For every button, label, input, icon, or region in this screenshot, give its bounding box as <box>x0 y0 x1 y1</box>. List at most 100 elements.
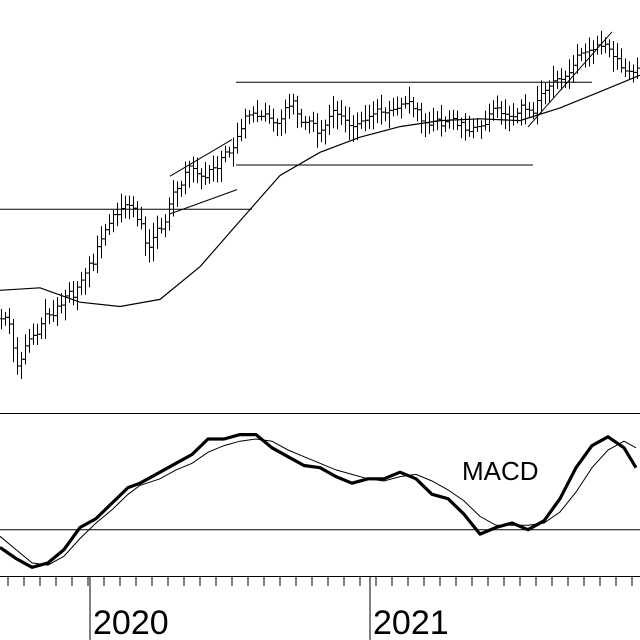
price-bar <box>298 108 305 128</box>
price-bar <box>470 118 477 139</box>
price-bar <box>418 102 425 134</box>
price-bar <box>38 317 45 340</box>
price-bar <box>430 107 437 132</box>
price-bar <box>174 181 181 208</box>
price-bar <box>42 299 49 339</box>
price-bar <box>334 101 341 130</box>
price-bar <box>46 308 53 325</box>
price-bar <box>138 206 145 230</box>
price-bar <box>306 116 313 134</box>
price-bar <box>406 86 413 114</box>
price-bar <box>626 61 633 80</box>
price-bar <box>606 39 613 58</box>
price-bar <box>274 118 281 137</box>
time-ticks <box>7 576 633 586</box>
price-bar <box>106 214 113 235</box>
price-bar <box>78 271 85 296</box>
price-bar <box>290 93 297 115</box>
price-bar <box>542 82 549 105</box>
price-bar <box>486 103 493 132</box>
price-bar <box>310 111 317 132</box>
price-bar <box>30 323 37 345</box>
price-bar <box>566 59 573 89</box>
year-label-2021: 2021 <box>373 604 449 640</box>
price-bar <box>222 145 229 163</box>
price-bar <box>166 197 173 231</box>
price-bar <box>350 115 357 142</box>
price-bar <box>142 216 149 256</box>
price-bar <box>202 161 209 185</box>
price-bar <box>162 214 169 238</box>
price-bar <box>230 137 237 167</box>
price-bar <box>318 119 325 143</box>
price-bar <box>98 226 105 259</box>
price-bar <box>482 110 489 131</box>
macd-label: MACD <box>462 456 539 486</box>
price-bar <box>362 105 369 132</box>
price-bar <box>554 70 561 89</box>
price-bar <box>386 100 393 129</box>
price-bar <box>262 102 269 122</box>
price-bar <box>218 150 225 183</box>
price-bar <box>118 193 125 223</box>
price-bar <box>510 103 517 126</box>
price-bar <box>198 168 205 190</box>
price-bar <box>562 70 569 89</box>
price-bar <box>490 100 497 121</box>
price-panel <box>0 30 640 379</box>
trendline <box>169 139 233 177</box>
price-bar <box>182 161 189 195</box>
macd-line <box>0 433 638 569</box>
price-bar <box>586 37 593 67</box>
price-bar <box>462 113 469 141</box>
price-bar <box>82 267 89 295</box>
price-bar <box>394 96 401 116</box>
price-bar <box>254 100 261 123</box>
price-bar <box>250 106 257 123</box>
price-bar <box>442 116 449 132</box>
year-label-2020: 2020 <box>93 604 169 640</box>
price-bar <box>498 101 505 125</box>
price-bar <box>342 106 349 133</box>
trendline <box>527 31 613 128</box>
price-bar <box>146 229 153 263</box>
price-bar <box>326 104 333 136</box>
price-bar <box>458 117 465 139</box>
price-bar <box>330 95 337 129</box>
price-bar <box>50 299 57 322</box>
price-bar <box>294 95 301 129</box>
price-bar <box>474 117 481 132</box>
price-bar <box>14 337 21 375</box>
time-axis: 2020 2021 <box>7 576 633 640</box>
price-bar <box>346 107 353 141</box>
price-bar <box>126 195 133 220</box>
price-bar <box>314 113 321 148</box>
price-bar <box>578 47 585 61</box>
price-bar <box>506 105 513 132</box>
price-bar <box>278 109 285 136</box>
price-bar <box>598 30 605 55</box>
price-bar <box>26 329 33 353</box>
price-bar <box>94 235 101 273</box>
price-bar <box>398 97 405 119</box>
price-bar <box>422 113 429 138</box>
price-bar <box>402 95 409 109</box>
price-bar <box>494 95 501 119</box>
price-bar <box>70 280 77 306</box>
price-bar <box>382 107 389 122</box>
price-bar <box>538 80 545 113</box>
price-bar <box>90 253 97 272</box>
price-bar <box>270 108 277 132</box>
price-bar <box>234 122 241 154</box>
price-bar <box>378 94 385 125</box>
price-bar <box>154 215 161 249</box>
price-bar <box>410 96 417 118</box>
price-bar <box>354 112 361 141</box>
price-bar <box>622 58 629 77</box>
price-bar <box>258 110 265 121</box>
price-bar <box>10 318 17 363</box>
price-bar <box>550 65 557 98</box>
price-bar <box>150 222 157 262</box>
trendlines <box>0 31 613 215</box>
price-bars <box>0 30 640 379</box>
